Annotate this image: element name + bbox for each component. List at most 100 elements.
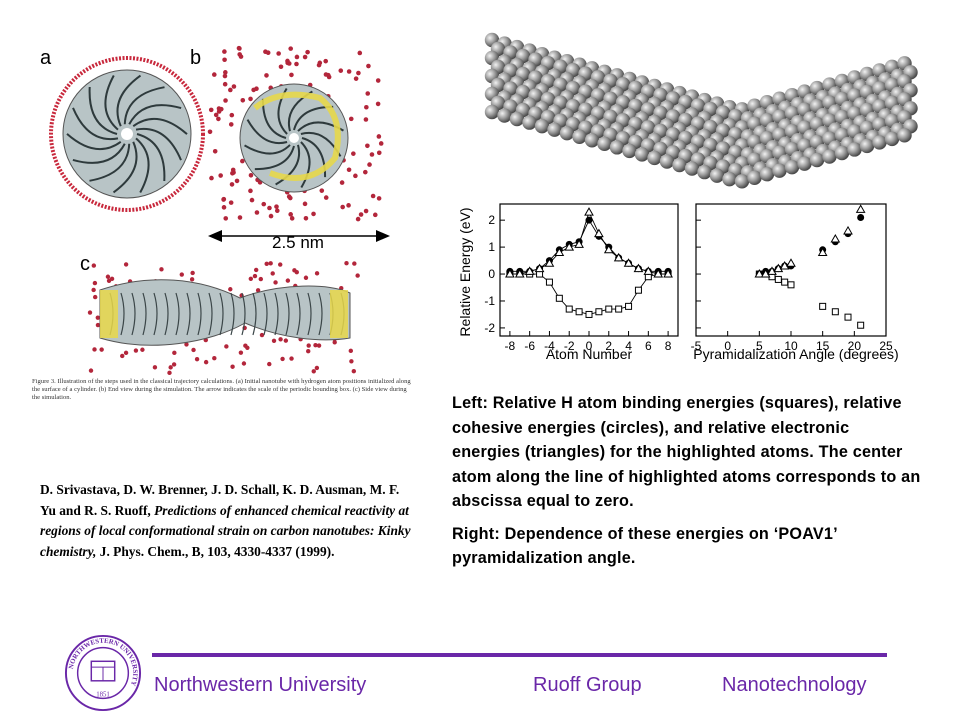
right-circle-point bbox=[857, 213, 865, 221]
left-triangle-point bbox=[584, 207, 594, 216]
panel-a-end-view bbox=[49, 56, 205, 212]
left-circle-series-line bbox=[509, 219, 669, 272]
left-square-point bbox=[565, 305, 573, 313]
left-x-tick-label: -4 bbox=[544, 339, 555, 353]
right-square-point bbox=[831, 308, 839, 316]
left-square-series-line bbox=[509, 273, 669, 315]
y-axis-label: Relative Energy (eV) bbox=[457, 207, 473, 336]
right-x-tick-label: 5 bbox=[756, 339, 763, 353]
seal-year: 1851 bbox=[96, 691, 110, 698]
right-triangle-point bbox=[843, 225, 853, 235]
left-triangle-point bbox=[603, 244, 614, 254]
right-triangle-point bbox=[786, 258, 796, 267]
panel-b-simulation-view bbox=[206, 45, 388, 222]
left-triangle-point bbox=[544, 258, 555, 267]
left-x-tick-label: 8 bbox=[665, 339, 672, 353]
y-tick-label: -1 bbox=[484, 294, 495, 308]
left-triangle-point bbox=[514, 269, 525, 278]
left-triangle-point bbox=[524, 266, 535, 275]
right-square-point bbox=[844, 313, 852, 321]
left-triangle-point bbox=[653, 269, 664, 278]
panel-label-b: b bbox=[190, 47, 201, 69]
left-triangle-point bbox=[534, 263, 545, 273]
right-x-tick-label: 25 bbox=[879, 339, 893, 353]
right-x-tick-label: 15 bbox=[816, 339, 830, 353]
left-x-axis-label: Atom Number bbox=[546, 346, 633, 362]
citation: D. Srivastava, D. W. Brenner, J. D. Scha… bbox=[40, 480, 412, 562]
right-plot-frame bbox=[695, 203, 887, 337]
left-x-tick-label: 6 bbox=[645, 339, 652, 353]
left-square-point bbox=[575, 308, 583, 316]
left-x-tick-label: 4 bbox=[625, 339, 632, 353]
y-tick-label: 0 bbox=[488, 267, 495, 281]
footer-group: Ruoff Group bbox=[533, 674, 642, 696]
figure-description: Left: Relative H atom binding energies (… bbox=[452, 391, 922, 579]
citation-journal: J. Phys. Chem., B, 103, 4330-4337 (1999)… bbox=[99, 543, 335, 559]
left-square-point bbox=[555, 294, 563, 302]
citation-authors: D. Srivastava, D. W. Brenner, J. D. Scha… bbox=[40, 482, 400, 518]
left-triangle-point bbox=[633, 263, 644, 273]
simulation-figure: a b c 2.5 nm bbox=[30, 38, 420, 408]
description-left: Left: Relative H atom binding energies (… bbox=[452, 394, 921, 510]
energy-figure: -8 -6 -4 -2 0 2 4 6 8 2 1 0 -1 -2 Atom Number -5 0 5 10 1… bbox=[452, 22, 922, 374]
left-square-point bbox=[545, 278, 553, 286]
footer-university: Northwestern University bbox=[154, 674, 367, 696]
citation-title: Predictions of enhanced chemical reactiv… bbox=[40, 502, 411, 559]
right-triangle-point bbox=[855, 204, 866, 213]
scale-arrow: 2.5 nm bbox=[208, 230, 390, 252]
right-triangle-point bbox=[760, 269, 771, 278]
left-triangle-point bbox=[505, 269, 515, 278]
right-x-tick-label: -5 bbox=[691, 339, 702, 353]
left-triangle-point bbox=[623, 258, 634, 267]
y-tick-label: -2 bbox=[484, 321, 495, 335]
left-square-point bbox=[605, 305, 613, 313]
left-square-point bbox=[585, 310, 593, 318]
left-triangle-point bbox=[564, 242, 575, 251]
footer-topic: Nanotechnology bbox=[722, 674, 867, 696]
university-seal: NORTHWESTERN UNIVERSITY 1851 bbox=[64, 634, 142, 712]
right-triangle-point bbox=[773, 263, 784, 273]
right-x-tick-label: 0 bbox=[724, 339, 731, 353]
left-triangle-point bbox=[643, 266, 654, 275]
panel-c-side-view bbox=[87, 261, 360, 376]
left-triangle-point bbox=[594, 228, 604, 238]
right-triangle-point bbox=[767, 266, 777, 275]
right-x-tick-label: 10 bbox=[784, 339, 798, 353]
left-square-point bbox=[634, 286, 642, 294]
left-square-point bbox=[615, 305, 623, 313]
right-triangle-point bbox=[754, 269, 765, 278]
right-square-point bbox=[787, 281, 795, 289]
panel-label-c: c bbox=[80, 253, 90, 275]
figure-caption: Figure 3. Illustration of the steps used… bbox=[32, 378, 411, 401]
scale-label: 2.5 nm bbox=[272, 233, 324, 252]
right-square-point bbox=[774, 275, 782, 283]
description-right: Right: Dependence of these energies on ‘… bbox=[452, 524, 837, 568]
right-square-point bbox=[781, 278, 789, 286]
left-triangle-point bbox=[613, 252, 624, 262]
right-x-axis-label: Pyramidalization Angle (degrees) bbox=[693, 346, 898, 362]
left-x-tick-label: 2 bbox=[605, 339, 612, 353]
right-triangle-point bbox=[830, 234, 841, 243]
left-x-tick-label: -6 bbox=[524, 339, 535, 353]
y-tick-label: 2 bbox=[488, 213, 495, 227]
y-tick-label: 1 bbox=[488, 240, 495, 254]
kinked-nanotube-render bbox=[484, 32, 918, 189]
right-x-tick-label: 20 bbox=[848, 339, 862, 353]
right-triangle-point bbox=[779, 260, 790, 270]
left-square-point bbox=[625, 302, 633, 310]
left-square-point bbox=[595, 308, 603, 316]
left-triangle-point bbox=[574, 239, 584, 248]
right-square-point bbox=[857, 321, 865, 329]
footer-divider bbox=[152, 653, 887, 657]
pyramidalization-plot: -5 0 5 10 15 20 25 Pyramidalization Angle (deg… bbox=[691, 203, 899, 362]
panel-label-a: a bbox=[40, 47, 52, 69]
left-x-tick-label: 0 bbox=[586, 339, 593, 353]
simulation-illustration: a b c 2.5 nm bbox=[40, 45, 390, 376]
left-triangle-point bbox=[663, 269, 673, 278]
right-triangle-point bbox=[817, 247, 828, 256]
right-square-point bbox=[819, 302, 827, 310]
left-x-tick-label: -2 bbox=[564, 339, 575, 353]
left-triangle-point bbox=[554, 247, 565, 256]
